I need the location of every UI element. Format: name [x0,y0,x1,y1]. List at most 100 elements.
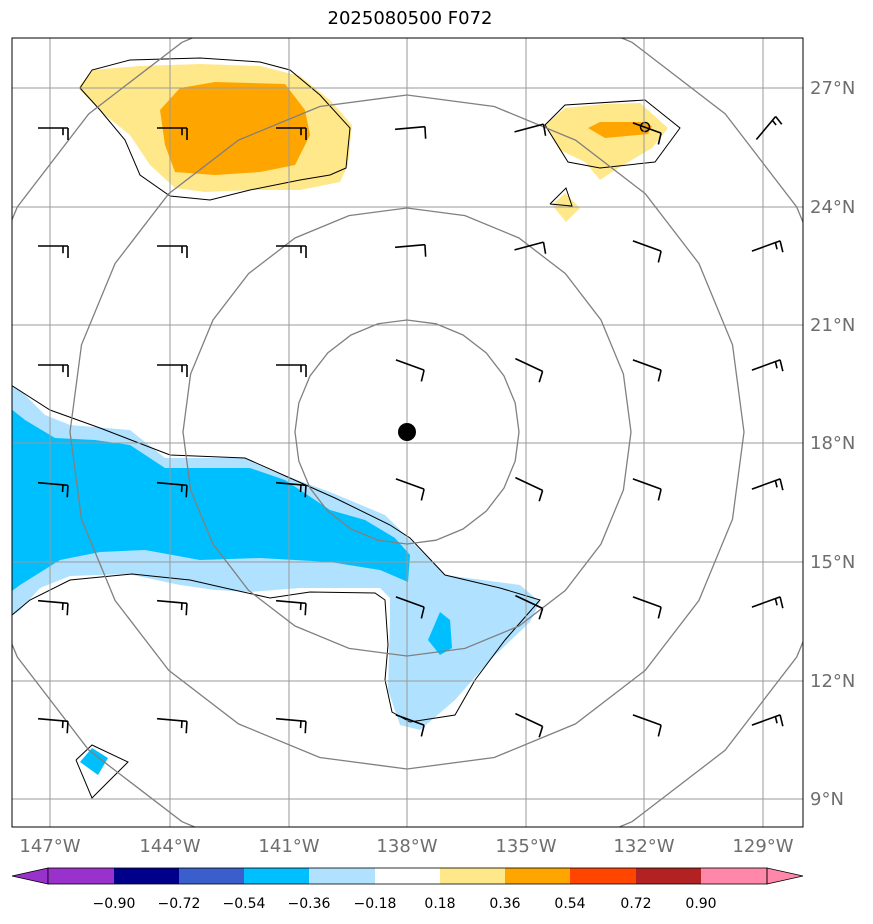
storm-center-marker [398,423,416,441]
lon-label: 147°W [19,836,80,857]
wind-barb [276,245,307,258]
colorbar-label: 0.18 [424,896,455,912]
wind-barb [632,122,662,145]
longitude-tick-labels: 147°W 144°W 141°W 138°W 135°W 132°W 129°… [19,836,793,857]
lon-label: 129°W [732,836,793,857]
wind-barb [394,125,427,139]
lat-label: 24°N [810,197,855,218]
colorbar-extend-max [766,867,804,885]
wind-barb [395,596,425,619]
wind-barb [275,481,307,498]
wind-barb [156,717,188,734]
map-area [12,38,803,827]
colorbar-label: 0.36 [489,896,520,912]
wind-barb [632,596,662,619]
colorbar-segment [114,868,179,884]
map-frame [11,37,804,828]
colorbar-outline [47,867,768,885]
colorbar-segment [48,868,114,884]
wind-barb [751,596,784,609]
colorbar-segment [570,868,636,884]
positive-anomaly-north [78,57,352,201]
wind-barb [755,115,783,141]
wind-barb [515,357,544,383]
wind-barb [632,478,662,501]
lat-label: 21°N [810,315,855,336]
wind-barb [751,359,784,372]
wind-barb [514,123,547,136]
negative-anomaly-southwest [75,744,129,799]
colorbar-segment [636,868,701,884]
colorbar-segment [440,868,505,884]
wind-barb [395,478,425,501]
wind-barb [515,476,544,502]
map-title: 2025080500 F072 [327,8,493,29]
wind-barb [515,594,544,620]
range-rings [12,38,803,827]
colorbar-label: −0.54 [223,896,266,912]
colorbar-tick-labels: −0.90 −0.72 −0.54 −0.36 −0.18 0.18 0.36 … [93,896,717,912]
lon-label: 132°W [613,836,674,857]
lon-label: 141°W [258,836,319,857]
lon-label: 138°W [376,836,437,857]
wind-barb [38,127,69,140]
lon-label: 135°W [495,836,556,857]
wind-barb [751,240,784,253]
wind-barb [394,243,427,257]
lat-label: 15°N [810,552,855,573]
colorbar [11,867,804,885]
range-ring [294,319,520,545]
colorbar-segment [505,868,570,884]
wind-barb [751,714,784,727]
colorbar-label: 0.72 [620,896,651,912]
colorbar-label: −0.72 [158,896,201,912]
wind-barb [37,481,69,498]
wind-barb [515,712,544,738]
lat-label: 9°N [810,789,844,810]
latitude-tick-labels: 27°N 24°N 21°N 18°N 15°N 12°N 9°N [810,78,855,810]
colorbar-label: −0.36 [288,896,331,912]
colorbar-segment [375,868,440,884]
colorbar-segment [701,868,767,884]
wind-barb [157,364,188,377]
lon-label: 144°W [139,836,200,857]
lat-label: 18°N [810,433,855,454]
wind-barb [37,717,69,734]
colorbar-label: 0.54 [554,896,585,912]
wind-barb [157,127,188,140]
wind-barb [276,127,307,140]
wind-barb [395,359,425,382]
wind-barb [38,245,69,258]
range-ring [182,207,632,657]
colorbar-extend-min [11,867,49,885]
wind-barb [395,714,425,737]
wind-barb [275,599,307,616]
colorbar-segment [179,868,244,884]
graticule [12,38,803,827]
wind-barb [275,717,307,734]
colorbar-label: 0.90 [685,896,716,912]
wind-barb [156,481,188,498]
wind-barb [156,599,188,616]
colorbar-label: −0.90 [93,896,136,912]
wind-barb [751,478,784,491]
wind-barb [514,241,547,254]
wind-barb [632,714,662,737]
colorbar-segment [244,868,309,884]
colorbar-segment [309,868,375,884]
lat-label: 27°N [810,78,855,99]
wind-barb [157,245,188,258]
wind-barb [632,359,662,382]
colorbar-label: −0.18 [354,896,397,912]
positive-anomaly-northeast [544,99,681,222]
wind-barb [276,364,307,377]
wind-barb [632,240,662,263]
negative-anomaly-band [12,385,541,730]
wind-barbs [37,115,784,738]
range-ring [12,38,803,827]
range-ring [69,94,745,770]
lat-label: 12°N [810,671,855,692]
wind-barb [37,599,69,616]
wind-barb [38,364,69,377]
